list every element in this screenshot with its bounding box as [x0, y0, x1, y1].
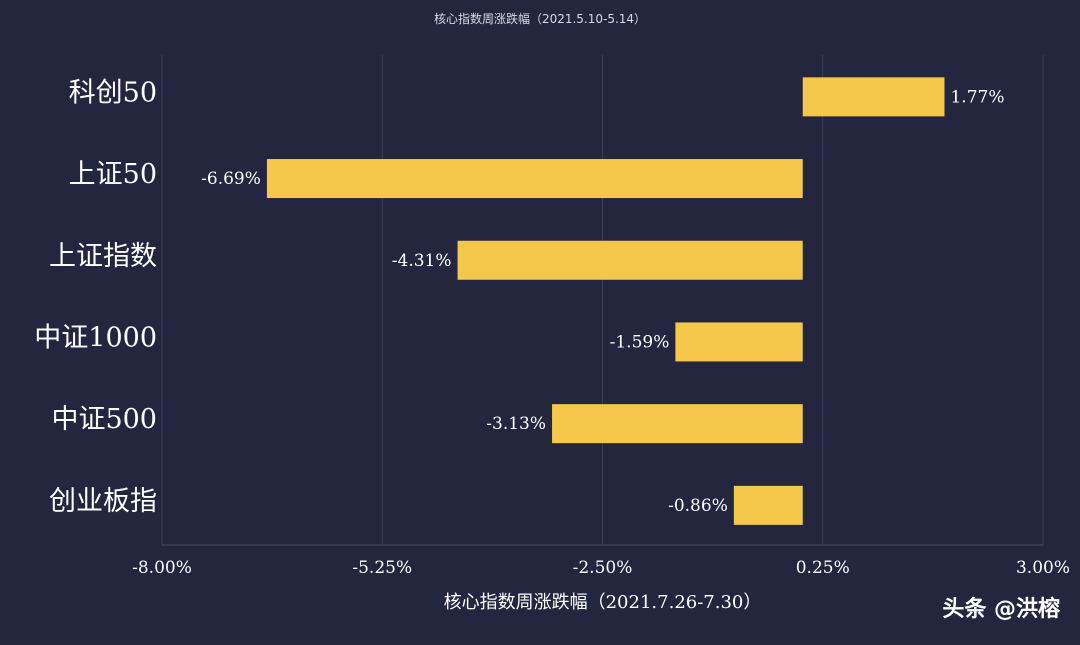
category-label: 上证指数 — [49, 241, 157, 272]
data-label: -1.59% — [610, 332, 670, 352]
data-label: -0.86% — [668, 496, 728, 516]
x-tick-label: 3.00% — [1016, 558, 1070, 578]
bar — [266, 159, 803, 199]
category-label: 科创50 — [69, 77, 157, 108]
x-axis-label: 核心指数周涨跌幅（2021.7.26-7.30） — [443, 592, 762, 613]
bar — [733, 485, 803, 525]
data-label: -3.13% — [486, 414, 546, 434]
x-tick-label: -5.25% — [352, 558, 412, 578]
bar — [802, 77, 945, 117]
chart-title: 核心指数周涨跌幅（2021.5.10-5.14） — [433, 12, 647, 26]
category-label: 中证500 — [51, 404, 157, 435]
watermark: 头条 @洪榕 — [942, 597, 1060, 622]
bar — [552, 404, 803, 444]
data-label: -6.69% — [201, 169, 261, 189]
data-label: -4.31% — [392, 251, 452, 271]
category-label: 中证1000 — [34, 322, 157, 353]
category-label: 上证50 — [69, 159, 157, 190]
x-tick-label: 0.25% — [796, 558, 850, 578]
bar — [675, 322, 803, 362]
category-label: 创业板指 — [49, 486, 157, 517]
x-tick-label: -8.00% — [132, 558, 192, 578]
data-label: 1.77% — [950, 87, 1004, 107]
bar — [457, 240, 803, 280]
x-tick-label: -2.50% — [573, 558, 633, 578]
